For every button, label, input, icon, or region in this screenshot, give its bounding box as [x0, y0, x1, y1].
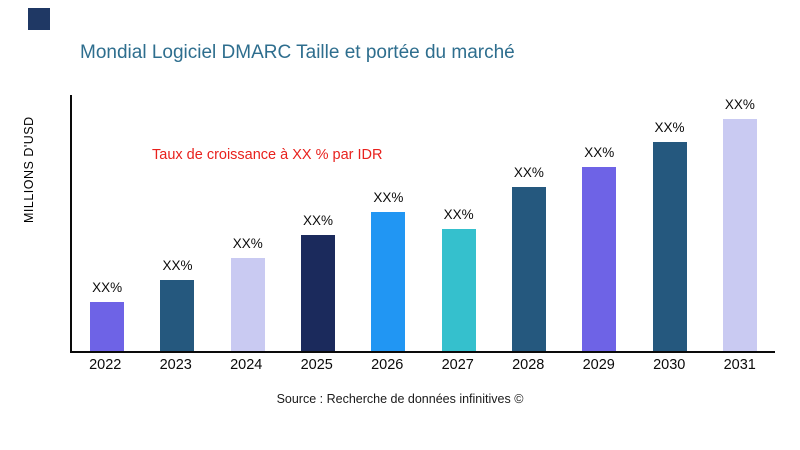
bar-2026 [371, 212, 406, 351]
bar-2031 [722, 119, 757, 351]
bar-column-2026: XX% [353, 190, 423, 351]
x-tick-2024: 2024 [230, 357, 263, 373]
brand-corner-square [28, 8, 50, 30]
x-tick-2029: 2029 [582, 357, 615, 373]
x-tick-2031: 2031 [723, 357, 756, 373]
x-axis-labels: 2022 2023 2024 2025 2026 2027 2028 2029 2030 2031 [70, 357, 775, 373]
x-tick-2026: 2026 [371, 357, 404, 373]
bar-2022 [90, 302, 125, 351]
bar-value-label: XX% [162, 258, 193, 273]
bar-column-2024: XX% [213, 236, 283, 351]
bar-2027 [441, 229, 476, 351]
bar-2024 [230, 258, 265, 351]
bar-value-label: XX% [584, 145, 615, 160]
bar-column-2023: XX% [142, 258, 212, 351]
x-tick-2030: 2030 [653, 357, 686, 373]
x-tick-2027: 2027 [441, 357, 474, 373]
source-attribution: Source : Recherche de données infinitive… [276, 392, 524, 406]
x-tick-2023: 2023 [159, 357, 192, 373]
bar-column-2022: XX% [72, 280, 142, 351]
bar-series: XX% XX% XX% XX% XX% XX% XX% XX% XX% XX% [72, 95, 775, 351]
bar-column-2028: XX% [494, 165, 564, 351]
chart-plot-area: Taux de croissance à XX % par IDR XX% XX%… [70, 95, 775, 353]
x-tick-2025: 2025 [300, 357, 333, 373]
bar-value-label: XX% [232, 236, 263, 251]
bar-value-label: XX% [513, 165, 544, 180]
bar-value-label: XX% [92, 280, 123, 295]
bar-column-2031: XX% [705, 97, 775, 351]
bar-column-2030: XX% [634, 120, 704, 351]
bar-2023 [160, 280, 195, 351]
bar-value-label: XX% [373, 190, 404, 205]
bar-value-label: XX% [443, 207, 474, 222]
bar-value-label: XX% [724, 97, 755, 112]
chart-title: Mondial Logiciel DMARC Taille et portée … [80, 42, 515, 63]
bar-2028 [511, 187, 546, 351]
bar-2030 [652, 142, 687, 351]
y-axis-label: MILLIONS D'USD [22, 116, 36, 224]
bar-value-label: XX% [654, 120, 685, 135]
bar-column-2029: XX% [564, 145, 634, 351]
growth-rate-annotation: Taux de croissance à XX % par IDR [152, 147, 383, 163]
bar-column-2025: XX% [283, 213, 353, 351]
x-tick-2022: 2022 [89, 357, 122, 373]
x-tick-2028: 2028 [512, 357, 545, 373]
bar-value-label: XX% [303, 213, 334, 228]
bar-column-2027: XX% [423, 207, 493, 351]
bar-2029 [582, 167, 617, 351]
bar-2025 [301, 235, 336, 351]
